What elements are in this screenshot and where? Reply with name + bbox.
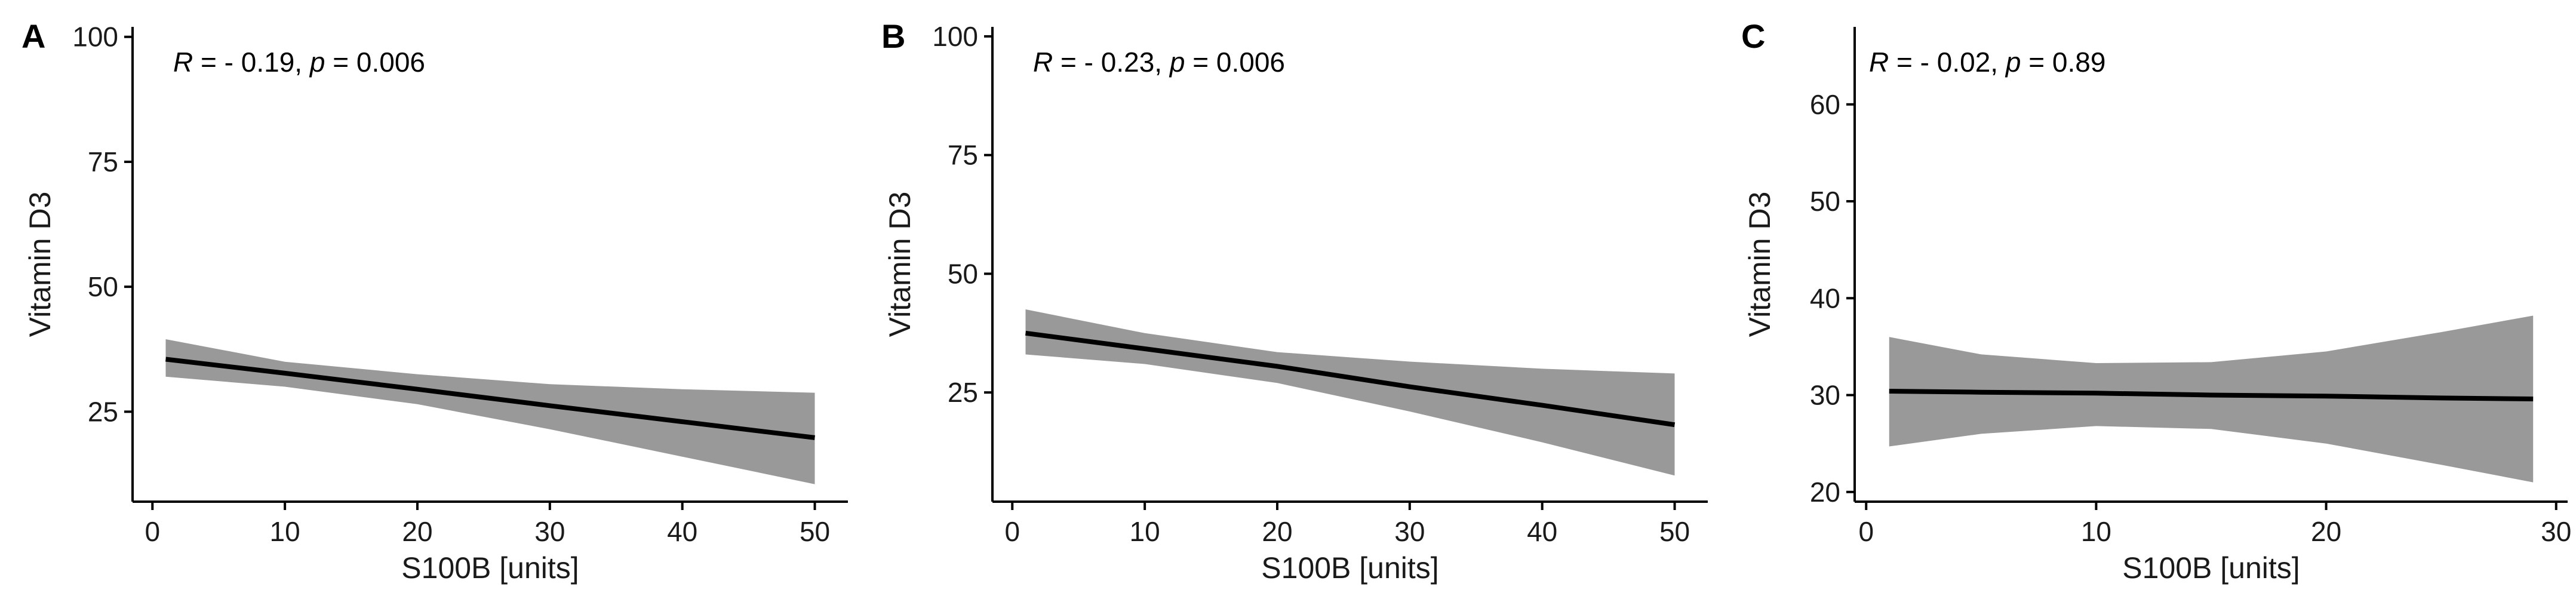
r-symbol: R xyxy=(1033,47,1053,78)
r-value: = - 0.23, xyxy=(1053,47,1170,78)
y-tick-label: 60 xyxy=(1810,89,1840,120)
y-tick-label: 50 xyxy=(88,271,118,302)
r-symbol: R xyxy=(1869,47,1889,78)
p-symbol: p xyxy=(1169,47,1185,78)
confidence-band xyxy=(1889,315,2534,483)
x-tick-label: 30 xyxy=(2541,516,2571,547)
correlation-annotation: R = - 0.02, p = 0.89 xyxy=(1869,47,2105,78)
x-tick-label: 10 xyxy=(2081,516,2111,547)
x-tick-label: 50 xyxy=(1659,516,1690,547)
correlation-annotation: R = - 0.23, p = 0.006 xyxy=(1033,47,1285,78)
panel-label: B xyxy=(881,17,905,55)
x-tick-label: 30 xyxy=(1394,516,1425,547)
x-tick-label: 30 xyxy=(534,516,565,547)
y-tick-label: 20 xyxy=(1810,477,1840,508)
y-tick-label: 75 xyxy=(948,140,978,171)
p-value: = 0.006 xyxy=(1185,47,1285,78)
y-axis-title: Vitamin D3 xyxy=(883,192,917,337)
regression-line xyxy=(165,357,815,440)
x-tick-label: 10 xyxy=(270,516,300,547)
x-tick-label: 50 xyxy=(800,516,830,547)
x-tick-label: 0 xyxy=(145,516,160,547)
x-tick-label: 40 xyxy=(1527,516,1557,547)
panel-label: A xyxy=(21,17,45,55)
x-tick-label: 10 xyxy=(1130,516,1160,547)
panel-label: C xyxy=(1741,17,1765,55)
p-symbol: p xyxy=(2005,47,2021,78)
panel-b: B 25 50 75 100 0 10 20 30 40 50 S100B [units] Vitami… xyxy=(881,17,1708,585)
y-tick-label: 100 xyxy=(932,21,978,52)
r-value: = - 0.19, xyxy=(193,47,310,78)
p-value: = 0.89 xyxy=(2021,47,2105,78)
y-tick-label: 25 xyxy=(88,396,118,427)
x-tick-label: 0 xyxy=(1004,516,1020,547)
x-axis-title: S100B [units] xyxy=(401,551,579,585)
r-symbol: R xyxy=(173,47,193,78)
x-tick-label: 0 xyxy=(1858,516,1874,547)
y-axis-title: Vitamin D3 xyxy=(1743,192,1776,337)
y-axis-title: Vitamin D3 xyxy=(23,192,57,337)
x-axis-title: S100B [units] xyxy=(1261,551,1438,585)
x-tick-label: 40 xyxy=(667,516,697,547)
y-tick-label: 30 xyxy=(1810,380,1840,411)
y-tick-label: 50 xyxy=(948,258,978,289)
p-symbol: p xyxy=(309,47,325,78)
p-value: = 0.006 xyxy=(325,47,425,78)
x-tick-label: 20 xyxy=(2311,516,2341,547)
panel-c: C 20 30 40 50 60 0 10 20 30 S100B [units] Vitamin D… xyxy=(1741,17,2571,585)
correlation-annotation: R = - 0.19, p = 0.006 xyxy=(173,47,425,78)
regression-line xyxy=(1889,389,2534,401)
y-tick-label: 40 xyxy=(1810,282,1840,314)
y-tick-label: 75 xyxy=(88,146,118,177)
x-tick-label: 20 xyxy=(1262,516,1292,547)
x-axis-title: S100B [units] xyxy=(2122,551,2300,585)
confidence-band xyxy=(165,339,815,484)
r-value: = - 0.02, xyxy=(1889,47,2006,78)
y-tick-label: 25 xyxy=(948,377,978,408)
regression-line xyxy=(1025,330,1676,428)
y-tick-label: 100 xyxy=(72,22,118,53)
confidence-band xyxy=(1025,309,1675,476)
x-tick-label: 20 xyxy=(402,516,432,547)
y-tick-label: 50 xyxy=(1810,186,1840,217)
panel-a: A 25 50 75 100 0 10 20 30 40 50 S100B [units] Vitami… xyxy=(21,17,848,585)
